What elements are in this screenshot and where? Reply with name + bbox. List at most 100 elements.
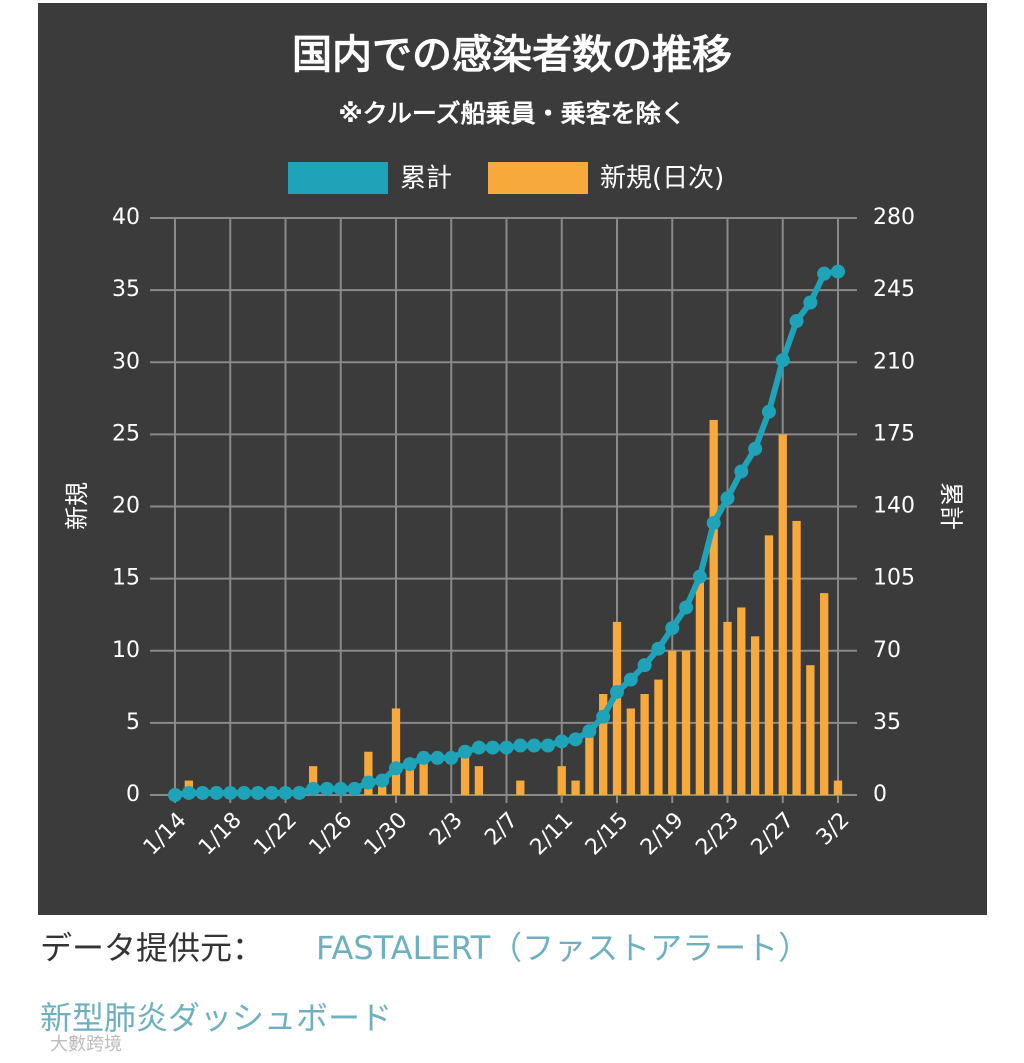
bar (364, 751, 373, 795)
y-tick-label: 30 (112, 349, 140, 374)
bar (391, 708, 401, 795)
bar (723, 621, 732, 795)
line-point (568, 732, 583, 747)
line-point (264, 785, 279, 800)
line-point (831, 264, 845, 279)
line-point (623, 672, 638, 687)
line-point (596, 709, 611, 724)
line-point (375, 773, 390, 788)
bar (764, 535, 774, 795)
y-tick-label: 40 (112, 205, 140, 230)
y2-axis-title: 累計 (937, 482, 965, 530)
bar (571, 780, 580, 795)
line-point (775, 353, 790, 368)
line-point (761, 404, 776, 419)
bar (833, 780, 843, 795)
y2-tick-label: 35 (873, 710, 901, 735)
bar (806, 665, 815, 795)
y-tick-label: 0 (126, 782, 140, 807)
line-point (458, 744, 473, 759)
y-tick-label: 15 (112, 566, 140, 591)
chart-title: 国内での感染者数の推移 (292, 32, 732, 78)
legend-swatch (488, 162, 588, 194)
bar (626, 708, 635, 795)
line-point (706, 515, 721, 530)
source-name: FASTALERT（ファストアラート） (316, 929, 810, 967)
line-point (195, 785, 210, 800)
line-point (347, 781, 362, 796)
y2-tick-label: 0 (873, 782, 887, 807)
line-point (181, 785, 196, 800)
y2-tick-label: 175 (873, 421, 915, 446)
line-point (817, 266, 832, 281)
bar (792, 520, 801, 795)
y2-tick-label: 105 (873, 566, 915, 591)
y-tick-label: 20 (112, 494, 140, 519)
bar (681, 650, 691, 795)
bar (668, 650, 677, 795)
bar (612, 621, 622, 795)
line-point (361, 775, 376, 790)
y-tick-label: 5 (126, 710, 140, 735)
y2-tick-label: 70 (873, 638, 901, 663)
line-point (651, 641, 666, 656)
y2-tick-label: 140 (873, 494, 915, 519)
line-point (499, 740, 514, 755)
source-label: データ提供元： (40, 929, 264, 967)
line-point (513, 738, 528, 753)
line-point (237, 785, 252, 800)
y-tick-label: 25 (112, 421, 140, 446)
line-point (223, 785, 238, 800)
line-point (168, 788, 182, 802)
line-point (250, 785, 265, 800)
bar (737, 607, 746, 795)
line-point (582, 724, 597, 739)
bar (750, 636, 760, 795)
legend-swatch (288, 162, 388, 194)
line-point (720, 491, 735, 506)
line-point (803, 295, 818, 310)
bar (778, 434, 787, 795)
line-point (789, 314, 804, 329)
line-point (292, 785, 307, 800)
line-point (527, 738, 542, 753)
line-point (692, 569, 707, 584)
bar (460, 751, 470, 795)
line-point (540, 738, 555, 753)
line-point (748, 441, 763, 456)
line-point (333, 781, 348, 796)
legend-label: 新規(日次) (600, 164, 724, 194)
line-point (416, 750, 431, 765)
line-point (319, 781, 334, 796)
bar (654, 679, 663, 795)
watermark: 大數跨境 (50, 1034, 122, 1055)
line-point (485, 740, 500, 755)
source-title: 新型肺炎ダッシュボード (40, 999, 392, 1037)
line-point (610, 684, 624, 699)
y-tick-label: 10 (112, 638, 140, 663)
line-point (278, 785, 293, 800)
bar (599, 694, 608, 795)
line-point (389, 761, 403, 776)
line-point (306, 781, 321, 796)
line-point (402, 757, 417, 772)
bar (378, 780, 387, 795)
bar (585, 737, 594, 795)
chart-subtitle: ※クルーズ船乗員・乗客を除く (338, 99, 685, 128)
y-tick-label: 35 (112, 277, 140, 302)
bar (516, 780, 525, 795)
bar (557, 766, 566, 795)
bar (695, 578, 705, 795)
line-point (637, 658, 652, 673)
line-point (430, 750, 445, 765)
bar (474, 766, 484, 795)
line-point (665, 621, 680, 636)
bar (405, 766, 414, 795)
line-point (444, 750, 459, 765)
bar (820, 593, 829, 795)
bar (419, 751, 428, 795)
y2-tick-label: 210 (873, 349, 915, 374)
bar (308, 766, 318, 795)
